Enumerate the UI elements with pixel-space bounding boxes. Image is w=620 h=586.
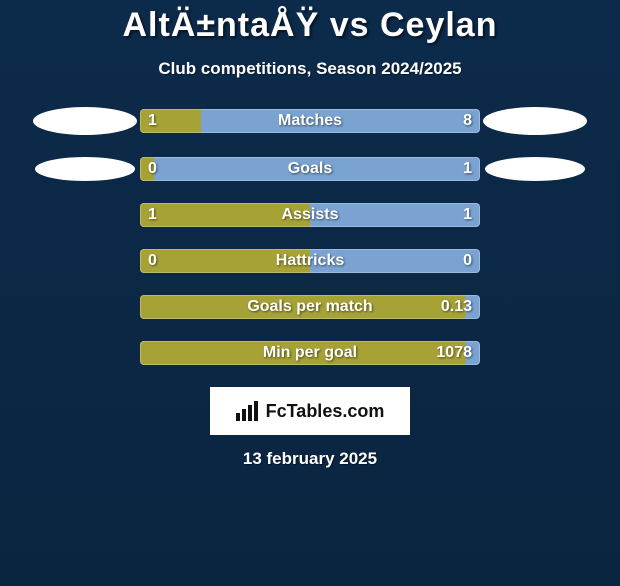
player-right-avatar-icon <box>483 107 587 135</box>
stat-bar: Assists 1 1 <box>140 203 480 227</box>
stat-label: Assists <box>282 206 339 224</box>
stat-bar: Matches 1 8 <box>140 109 480 133</box>
stat-label: Min per goal <box>263 344 357 362</box>
stat-label: Goals per match <box>247 298 372 316</box>
right-avatar-slot <box>480 107 590 135</box>
stat-label: Matches <box>278 112 342 130</box>
stat-bar: Goals 0 1 <box>140 157 480 181</box>
player-right-avatar-icon <box>485 157 585 181</box>
stat-label: Goals <box>288 160 332 178</box>
stat-value-right: 0 <box>463 252 472 270</box>
stat-value-left: 0 <box>148 252 157 270</box>
left-avatar-slot <box>30 157 140 181</box>
stat-rows-container: Matches18Goals01Assists11Hattricks00Goal… <box>0 107 620 365</box>
player-left-avatar-icon <box>33 107 137 135</box>
stat-value-right: 1 <box>463 206 472 224</box>
stat-label: Hattricks <box>276 252 344 270</box>
stat-value-right: 1 <box>463 160 472 178</box>
page-subtitle: Club competitions, Season 2024/2025 <box>0 59 620 79</box>
stat-row: Goals 0 1 <box>0 157 620 181</box>
left-avatar-slot <box>30 107 140 135</box>
stat-value-right: 8 <box>463 112 472 130</box>
page-title: AltÄ±ntaÅŸ vs Ceylan <box>0 6 620 45</box>
right-avatar-slot <box>480 157 590 181</box>
stat-bar: Min per goal 1078 <box>140 341 480 365</box>
stat-bar: Hattricks 0 0 <box>140 249 480 273</box>
source-logo: FcTables.com <box>210 387 410 435</box>
stat-bar: Goals per match 0.13 <box>140 295 480 319</box>
bar-chart-icon <box>236 401 258 421</box>
stat-row: Assists 1 1 <box>0 203 620 227</box>
stat-row: Hattricks 0 0 <box>0 249 620 273</box>
stat-value-right: 0.13 <box>441 298 472 316</box>
stat-value-left: 1 <box>148 112 157 130</box>
player-left-avatar-icon <box>35 157 135 181</box>
stat-row: Goals per match 0.13 <box>0 295 620 319</box>
logo-text: FcTables.com <box>266 401 385 422</box>
stat-value-left: 1 <box>148 206 157 224</box>
stat-row: Min per goal 1078 <box>0 341 620 365</box>
stat-row: Matches 1 8 <box>0 107 620 135</box>
date-label: 13 february 2025 <box>0 449 620 469</box>
stat-value-right: 1078 <box>436 344 472 362</box>
stat-value-left: 0 <box>148 160 157 178</box>
